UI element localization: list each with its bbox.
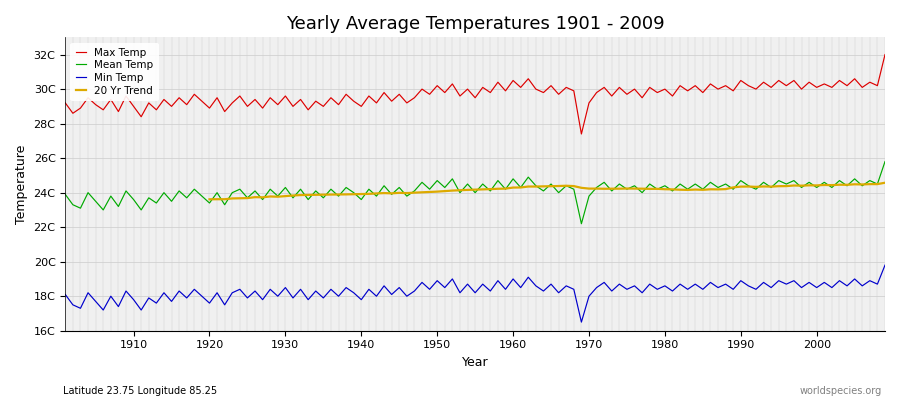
Mean Temp — [576, 221, 587, 226]
Mean Temp — [500, 187, 511, 192]
Min Temp — [500, 287, 511, 292]
20 Yr Trend — [204, 197, 215, 202]
Min Temp — [508, 276, 518, 281]
20 Yr Trend — [295, 193, 306, 198]
Mean Temp — [121, 188, 131, 193]
Min Temp — [333, 294, 344, 299]
20 Yr Trend — [409, 190, 419, 195]
Line: 20 Yr Trend: 20 Yr Trend — [210, 183, 885, 199]
Max Temp — [508, 78, 518, 83]
20 Yr Trend — [675, 187, 686, 192]
Max Temp — [879, 52, 890, 57]
Text: worldspecies.org: worldspecies.org — [800, 386, 882, 396]
Line: Mean Temp: Mean Temp — [66, 162, 885, 224]
Min Temp — [607, 289, 617, 294]
Mean Temp — [288, 196, 299, 200]
Max Temp — [60, 100, 71, 105]
Max Temp — [607, 94, 617, 98]
Min Temp — [879, 263, 890, 268]
Min Temp — [121, 289, 131, 294]
X-axis label: Year: Year — [462, 356, 489, 369]
Line: Min Temp: Min Temp — [66, 265, 885, 322]
Min Temp — [288, 296, 299, 300]
Mean Temp — [333, 194, 344, 198]
Mean Temp — [879, 159, 890, 164]
20 Yr Trend — [879, 180, 890, 185]
Y-axis label: Temperature: Temperature — [15, 144, 28, 224]
Max Temp — [288, 104, 299, 109]
20 Yr Trend — [850, 182, 860, 187]
Mean Temp — [60, 192, 71, 197]
Max Temp — [500, 88, 511, 93]
Max Temp — [576, 132, 587, 136]
Title: Yearly Average Temperatures 1901 - 2009: Yearly Average Temperatures 1901 - 2009 — [286, 15, 664, 33]
Max Temp — [333, 102, 344, 107]
Mean Temp — [508, 176, 518, 181]
Line: Max Temp: Max Temp — [66, 54, 885, 134]
Mean Temp — [607, 188, 617, 193]
Text: Latitude 23.75 Longitude 85.25: Latitude 23.75 Longitude 85.25 — [63, 386, 217, 396]
Min Temp — [576, 320, 587, 324]
Max Temp — [121, 94, 131, 98]
Legend: Max Temp, Mean Temp, Min Temp, 20 Yr Trend: Max Temp, Mean Temp, Min Temp, 20 Yr Tre… — [70, 42, 158, 101]
Min Temp — [60, 292, 71, 297]
20 Yr Trend — [766, 184, 777, 189]
20 Yr Trend — [781, 184, 792, 188]
